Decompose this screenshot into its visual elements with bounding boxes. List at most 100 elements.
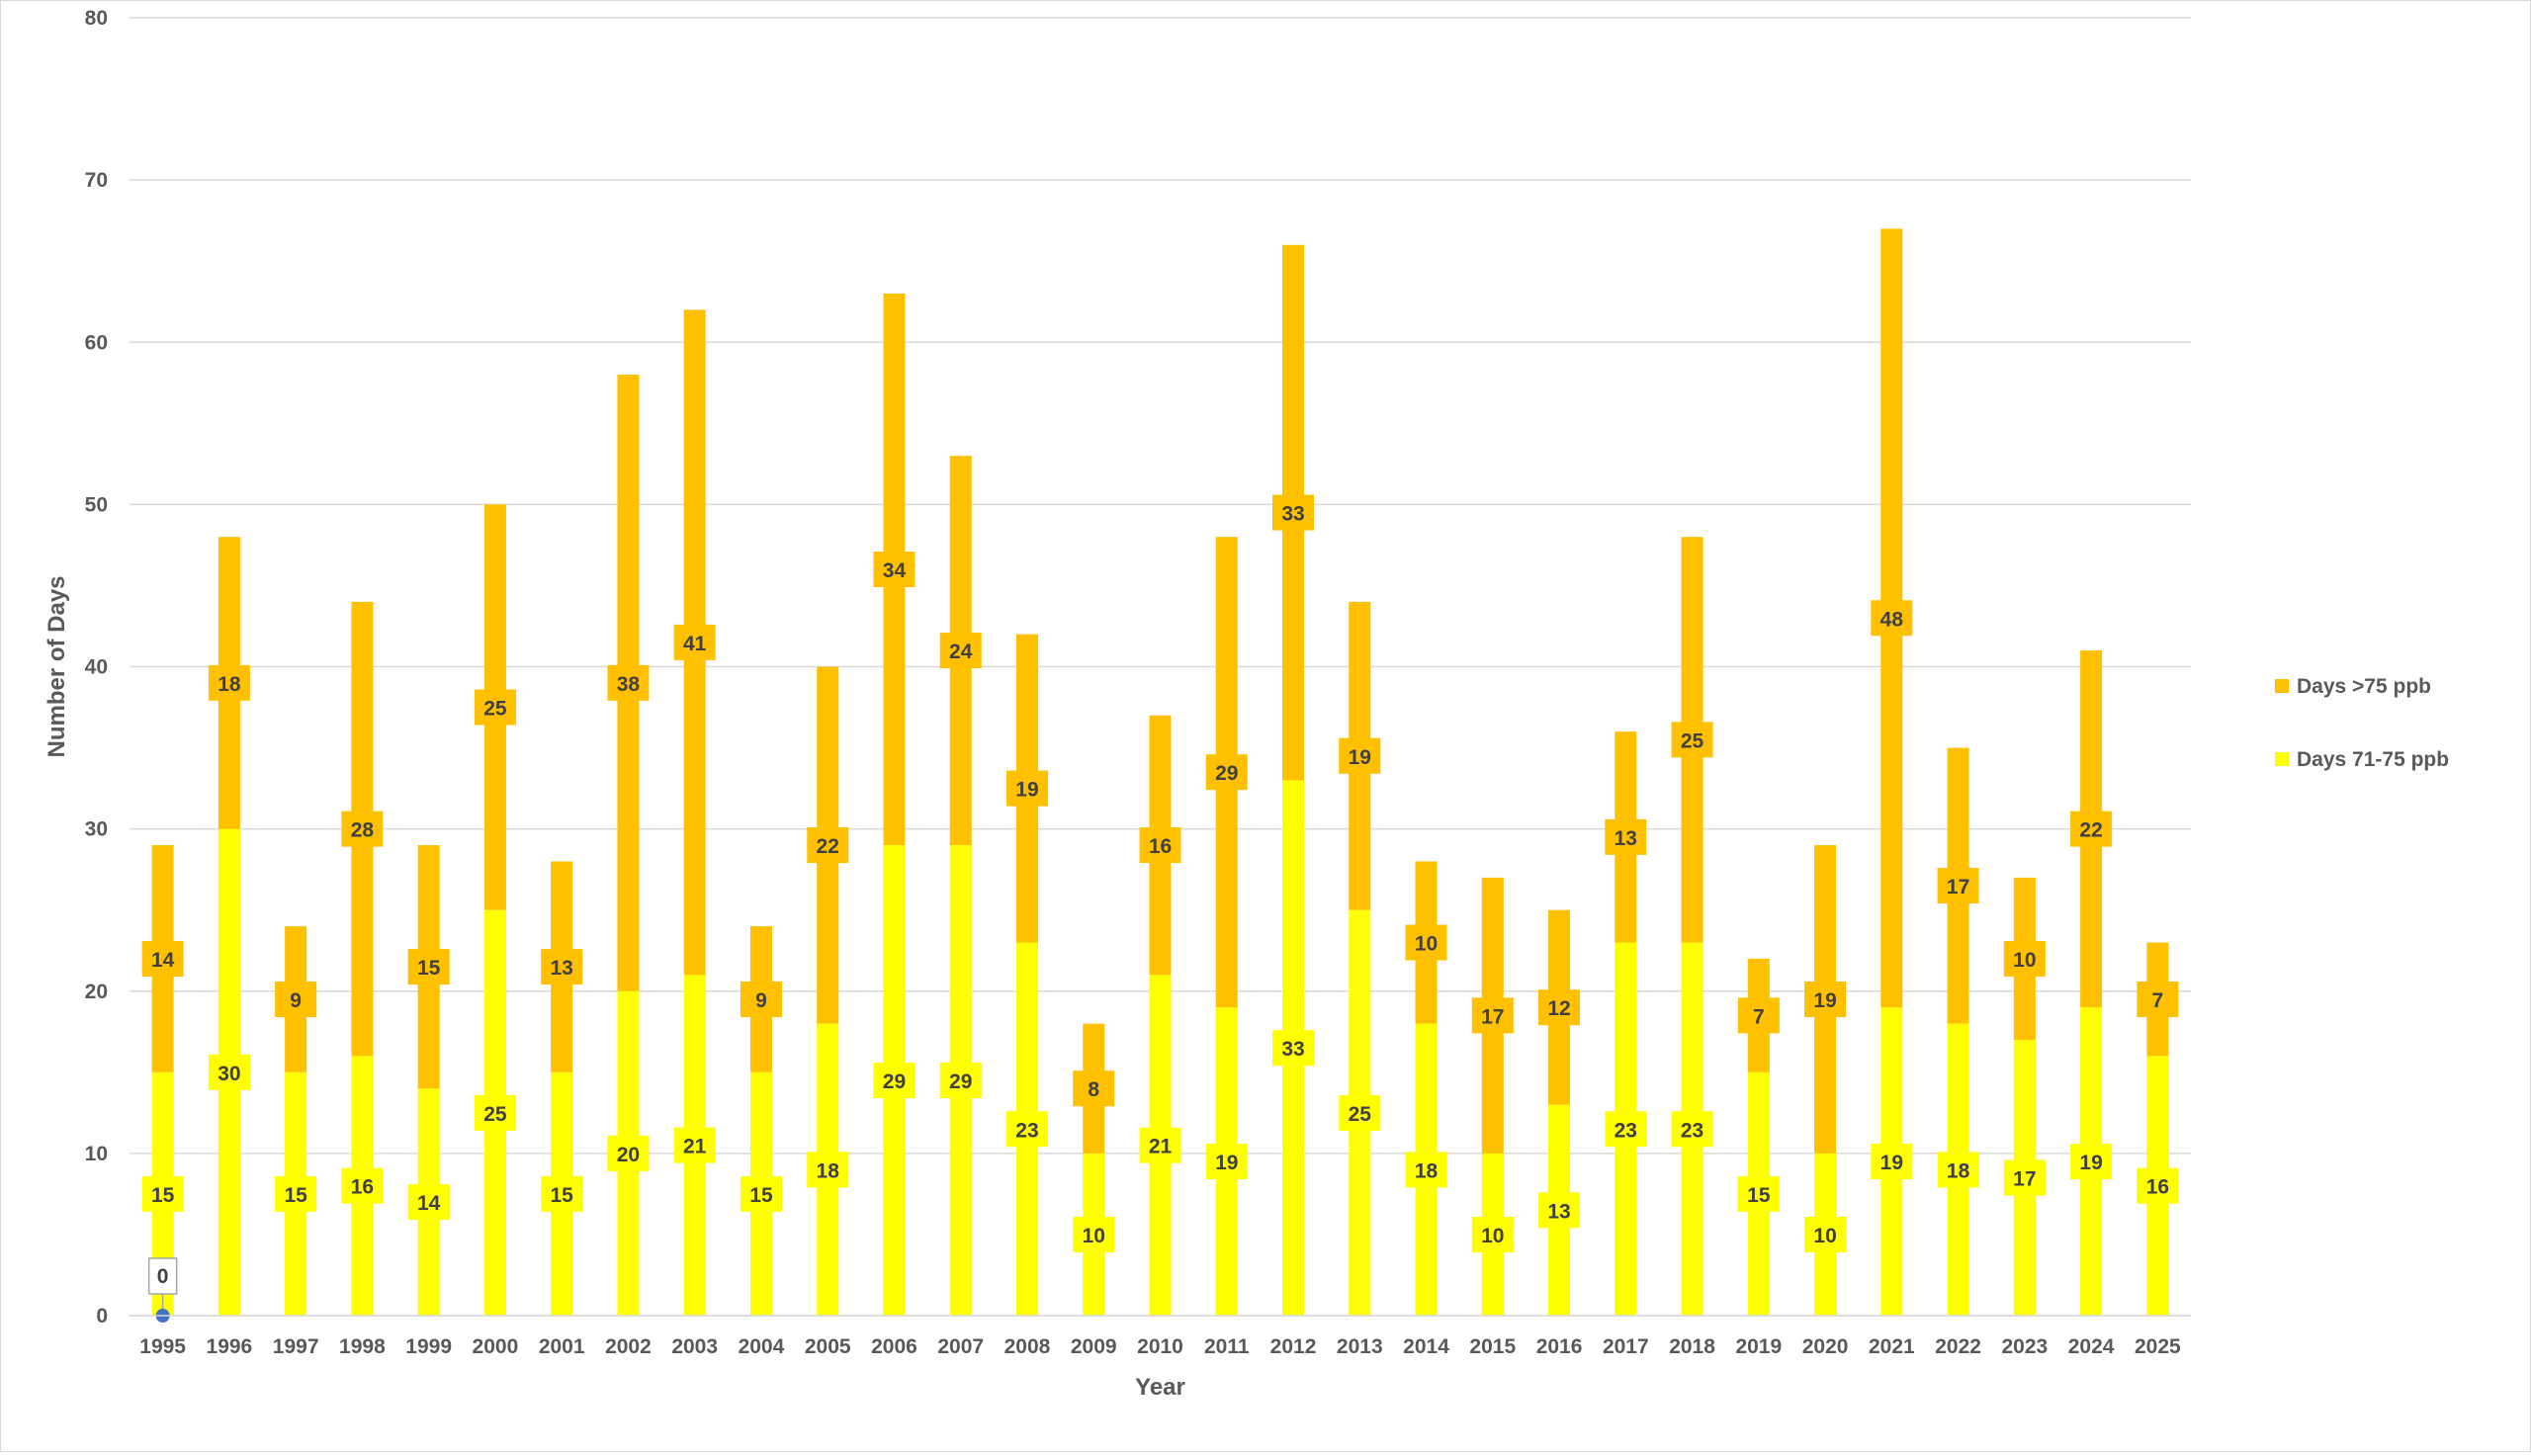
data-label-2000-71-75: 25: [483, 1103, 507, 1126]
data-label-1996-71-75: 30: [218, 1063, 240, 1085]
data-label-1996-gt75-bg: [208, 664, 250, 701]
x-tick-label: 1996: [207, 1335, 253, 1358]
data-label-2011-gt75: 29: [1215, 762, 1238, 785]
data-label-2008-gt75: 19: [1015, 779, 1038, 802]
y-tick-label: 60: [85, 331, 108, 354]
x-tick-label: 2013: [1337, 1335, 1383, 1358]
data-label-2000-71-75-bg: [474, 1094, 516, 1131]
y-axis-title: Number of Days: [44, 575, 70, 757]
y-tick-label: 50: [85, 493, 108, 516]
data-label-2007-71-75: 29: [949, 1071, 972, 1093]
data-label-2011-71-75-bg: [1205, 1144, 1248, 1180]
data-label-2016-71-75-bg: [1538, 1192, 1581, 1229]
data-label-2003-gt75: 41: [683, 633, 707, 655]
data-label-2009-71-75-bg: [1073, 1216, 1115, 1252]
y-tick-label: 30: [85, 818, 108, 841]
data-label-2019-gt75-bg: [1737, 997, 1780, 1034]
x-tick-label: 2012: [1270, 1335, 1317, 1358]
data-label-2018-71-75-bg: [1671, 1111, 1713, 1148]
x-tick-label: 2020: [1802, 1335, 1849, 1358]
data-label-2002-71-75: 20: [617, 1144, 640, 1166]
data-label-2004-71-75-bg: [740, 1175, 782, 1212]
data-label-2021-71-75-bg: [1871, 1144, 1913, 1180]
data-label-2005-71-75-bg: [807, 1152, 849, 1188]
data-label-2021-71-75: 19: [1880, 1152, 1903, 1174]
data-label-2025-71-75-bg: [2137, 1167, 2179, 1204]
x-tick-label: 2002: [605, 1335, 652, 1358]
data-label-2021-gt75: 48: [1880, 608, 1904, 631]
x-tick-label: 1997: [273, 1335, 319, 1358]
data-label-2006-71-75: 29: [883, 1071, 906, 1093]
data-label-2013-71-75: 25: [1349, 1103, 1372, 1126]
data-label-2008-gt75-bg: [1005, 770, 1048, 807]
data-label-2022-gt75-bg: [1937, 868, 1979, 904]
x-tick-label: 2000: [473, 1335, 519, 1358]
data-label-2007-gt75-bg: [939, 633, 982, 669]
x-tick-label: 2003: [671, 1335, 718, 1358]
data-label-2025-71-75: 16: [2146, 1176, 2169, 1199]
y-tick-label: 70: [85, 169, 108, 192]
data-label-2018-gt75: 25: [1681, 729, 1704, 752]
x-tick-label: 2023: [2001, 1335, 2048, 1358]
data-label-1999-71-75: 14: [417, 1192, 441, 1215]
data-label-2001-71-75: 15: [550, 1184, 573, 1207]
data-label-1999-gt75: 15: [417, 957, 441, 980]
data-label-1997-gt75: 9: [290, 989, 302, 1012]
data-label-2016-71-75: 13: [1547, 1200, 1570, 1223]
data-label-2006-gt75-bg: [873, 552, 916, 588]
data-label-2017-71-75-bg: [1605, 1111, 1647, 1148]
data-label-2007-gt75: 24: [949, 641, 973, 663]
x-tick-label: 2015: [1469, 1335, 1516, 1358]
data-label-1996-gt75: 18: [218, 673, 241, 696]
data-label-2022-71-75-bg: [1937, 1152, 1979, 1188]
data-label-2006-71-75-bg: [873, 1063, 916, 1099]
data-label-2005-gt75: 22: [817, 835, 839, 858]
y-tick-label: 40: [85, 656, 108, 679]
data-label-2002-71-75-bg: [607, 1135, 650, 1171]
x-tick-label: 1999: [405, 1335, 452, 1358]
data-label-2020-71-75: 10: [1813, 1225, 1836, 1247]
data-label-2014-gt75: 10: [1415, 933, 1438, 956]
x-tick-label: 2010: [1137, 1335, 1183, 1358]
data-label-2003-gt75-bg: [673, 624, 716, 660]
data-label-2015-gt75: 17: [1481, 1005, 1504, 1028]
data-label-2003-71-75-bg: [673, 1127, 716, 1163]
annotation-label: 0: [157, 1265, 169, 1288]
data-label-2010-71-75-bg: [1139, 1127, 1181, 1163]
x-tick-label: 2014: [1403, 1335, 1449, 1358]
data-label-2017-71-75: 23: [1615, 1119, 1637, 1142]
data-label-2024-71-75-bg: [2070, 1144, 2113, 1180]
data-label-2011-gt75-bg: [1205, 754, 1248, 791]
data-label-2018-gt75-bg: [1671, 722, 1713, 758]
x-tick-label: 2018: [1669, 1335, 1715, 1358]
data-label-2004-gt75-bg: [740, 981, 782, 1017]
data-label-2023-71-75-bg: [2003, 1159, 2046, 1196]
data-label-2013-71-75-bg: [1339, 1094, 1381, 1131]
x-tick-label: 2022: [1935, 1335, 1981, 1358]
data-label-2010-71-75: 21: [1149, 1136, 1173, 1158]
data-label-2020-gt75-bg: [1804, 981, 1847, 1017]
data-label-2025-gt75-bg: [2137, 981, 2179, 1017]
y-tick-label: 10: [85, 1143, 108, 1165]
data-label-2014-71-75: 18: [1415, 1159, 1439, 1182]
data-label-2001-gt75: 13: [550, 957, 572, 980]
data-label-2013-gt75-bg: [1339, 737, 1381, 774]
data-label-2001-gt75-bg: [541, 949, 583, 985]
data-label-2008-71-75-bg: [1005, 1111, 1048, 1148]
data-label-2012-71-75: 33: [1281, 1038, 1304, 1061]
data-label-1995-gt75-bg: [141, 940, 184, 977]
data-label-2013-gt75: 19: [1349, 746, 1371, 769]
legend-label: Days 71-75 ppb: [2297, 748, 2449, 771]
data-label-1998-gt75-bg: [341, 811, 384, 847]
data-label-2016-gt75-bg: [1538, 989, 1581, 1026]
data-label-2009-gt75-bg: [1073, 1071, 1115, 1107]
legend-swatch: [2275, 752, 2289, 766]
data-label-2014-gt75-bg: [1405, 924, 1447, 961]
y-tick-label: 0: [96, 1305, 108, 1328]
x-tick-label: 2017: [1603, 1335, 1649, 1358]
data-label-2004-71-75: 15: [749, 1184, 773, 1207]
data-label-2016-gt75: 12: [1547, 997, 1570, 1020]
